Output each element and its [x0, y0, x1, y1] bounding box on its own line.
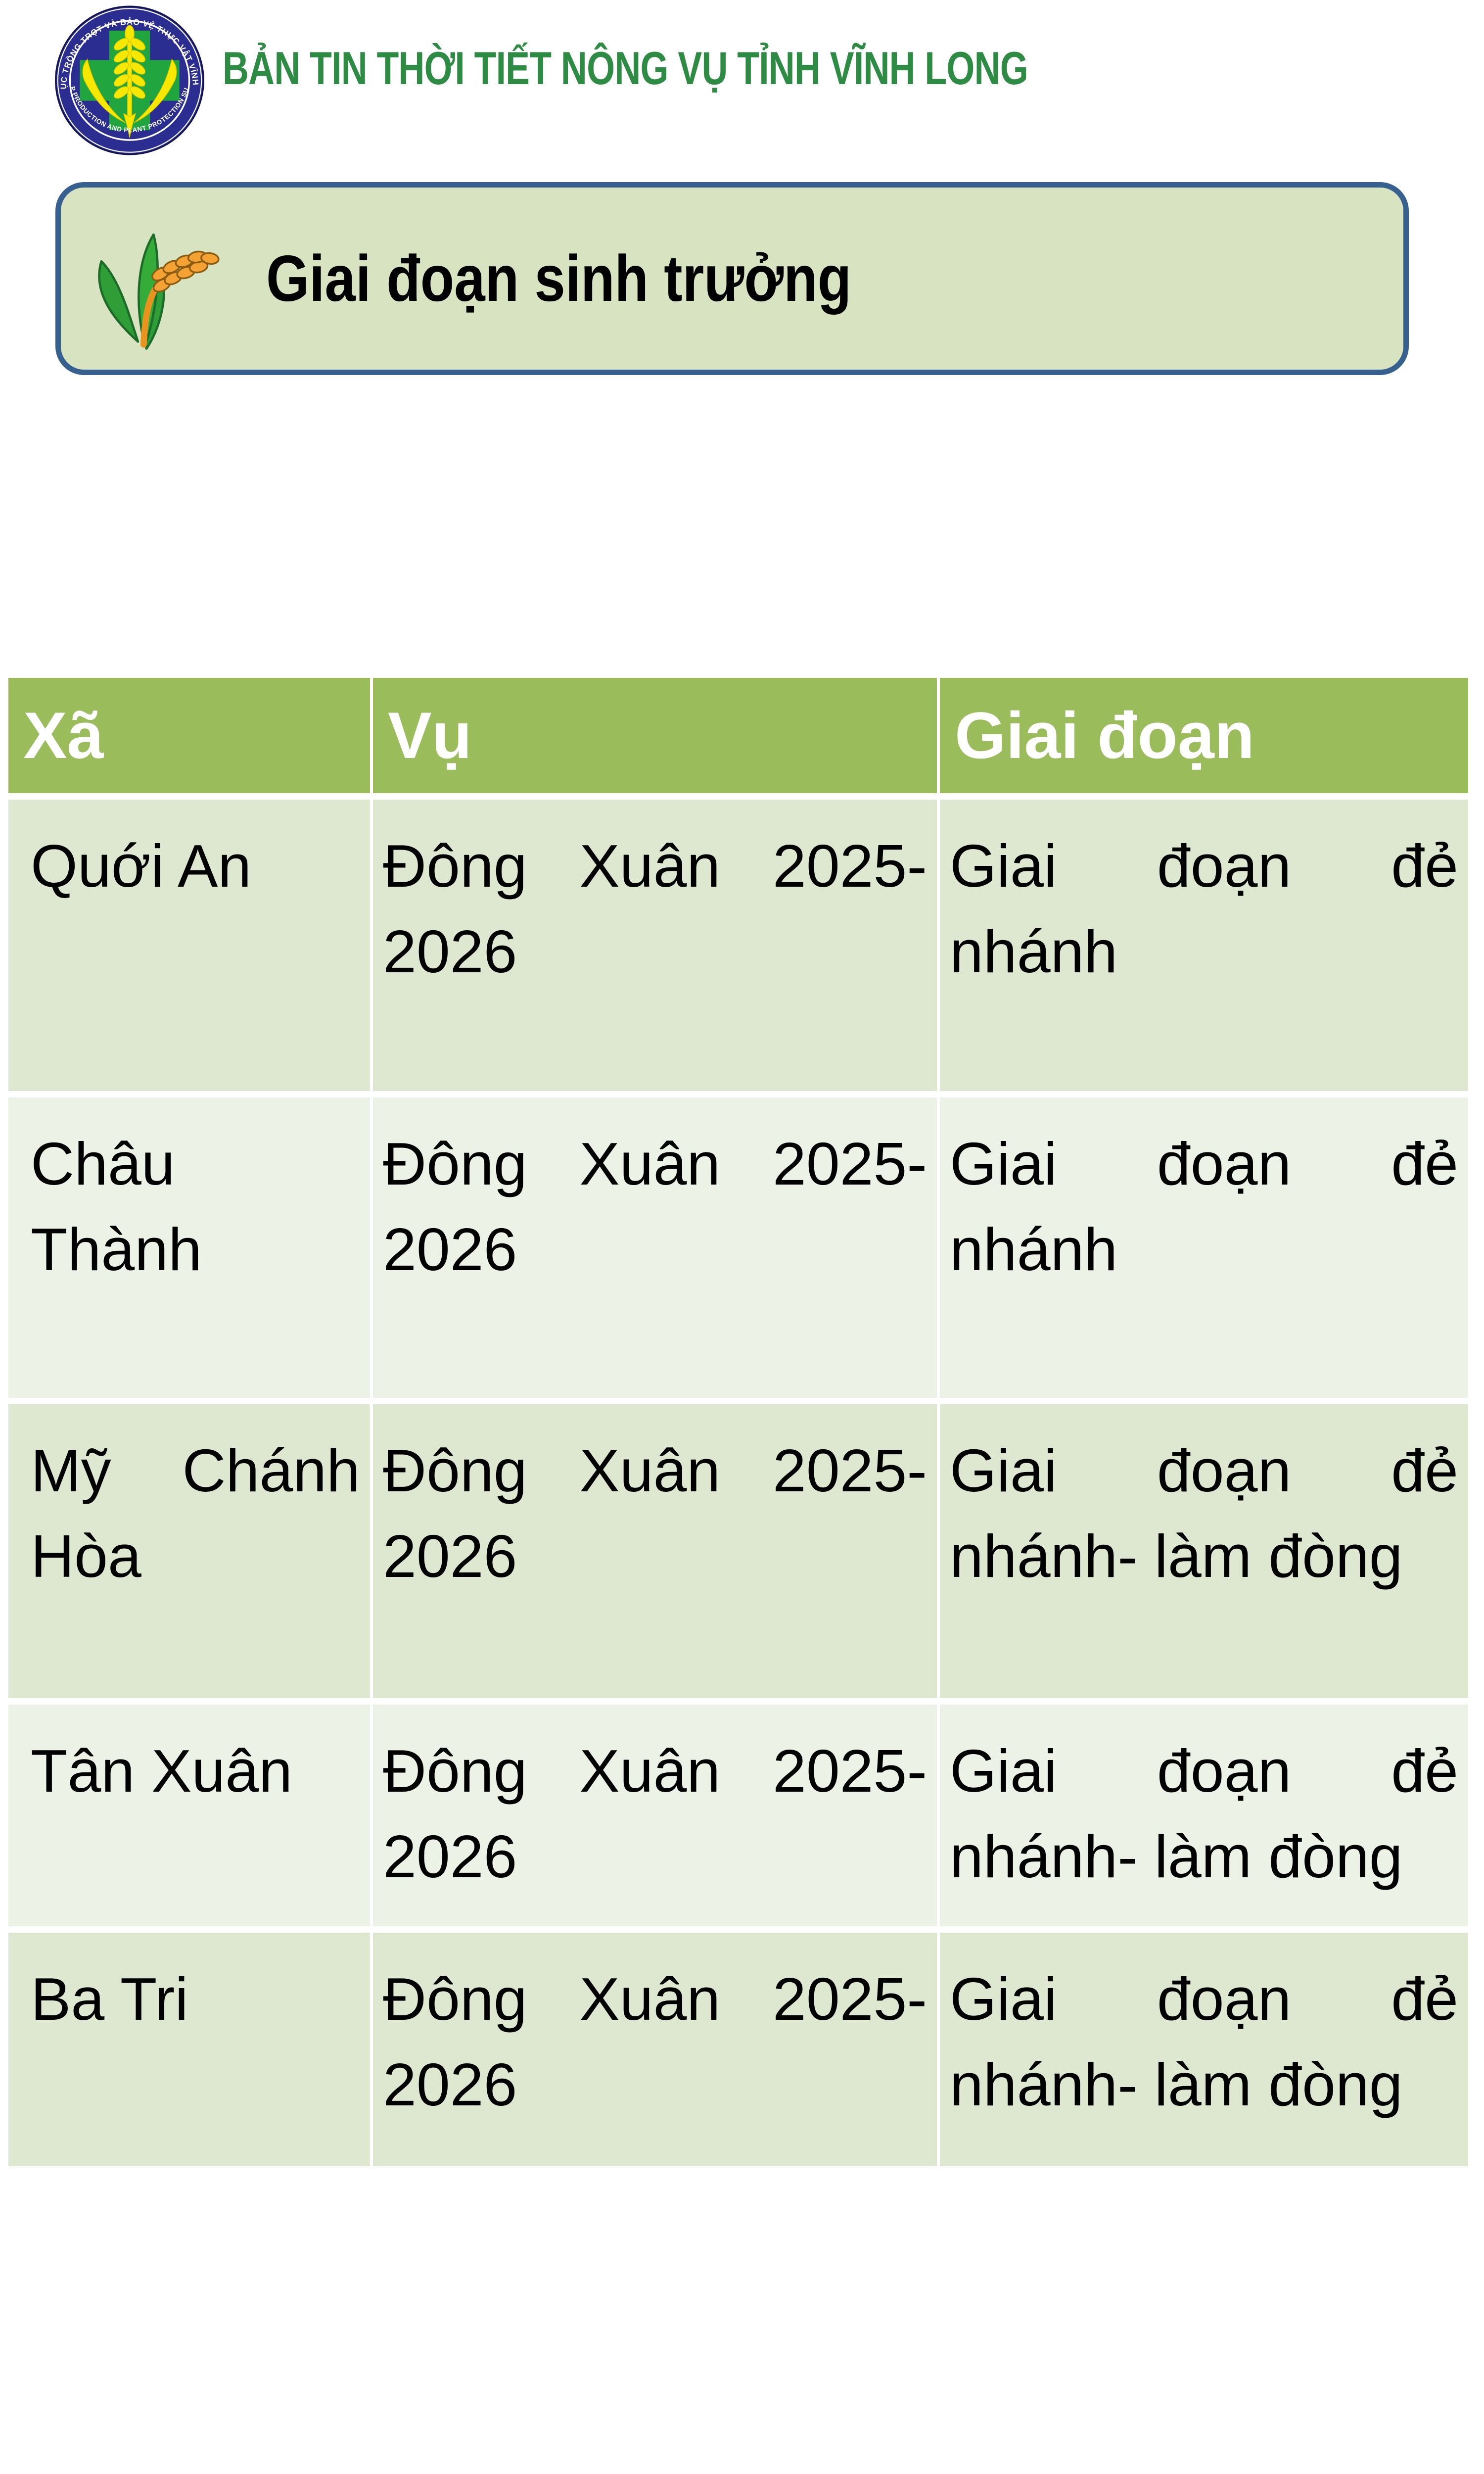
cell-commune: Châu Thành	[8, 1097, 370, 1398]
cell-commune: Mỹ Chánh Hòa	[8, 1404, 370, 1698]
section-title: Giai đoạn sinh trưởng	[266, 242, 852, 315]
bulletin-title: BẢN TIN THỜI TIẾT NÔNG VỤ TỈNH VĨNH LONG	[223, 42, 1028, 94]
section-heading-box: Giai đoạn sinh trưởng	[55, 182, 1409, 375]
cell-season: Đông Xuân 2025-2026	[373, 1705, 937, 1926]
cell-commune: Ba Tri	[8, 1933, 370, 2166]
cell-season: Đông Xuân 2025-2026	[373, 1933, 937, 2166]
column-header-commune: Xã	[8, 678, 370, 793]
cell-stage: Giai đoạn đẻ nhánh	[940, 800, 1468, 1091]
cell-season: Đông Xuân 2025-2026	[373, 1404, 937, 1698]
cell-stage: Giai đoạn đẻ nhánh	[940, 1097, 1468, 1398]
cell-stage: Giai đoạn đẻ nhánh- làm đòng	[940, 1933, 1468, 2166]
column-header-stage: Giai đoạn	[940, 678, 1468, 793]
cell-stage: Giai đoạn đẻ nhánh- làm đòng	[940, 1705, 1468, 1926]
table-header-row: Xã Vụ Giai đoạn	[8, 678, 1468, 793]
table-row: Châu Thành Đông Xuân 2025-2026 Giai đoạn…	[8, 1097, 1468, 1398]
cell-season: Đông Xuân 2025-2026	[373, 1097, 937, 1398]
table-row: Tân Xuân Đông Xuân 2025-2026 Giai đoạn đ…	[8, 1705, 1468, 1926]
logo-outer-rim	[57, 8, 202, 153]
rice-grains	[151, 250, 220, 293]
cell-commune: Tân Xuân	[8, 1705, 370, 1926]
growth-stage-table: Xã Vụ Giai đoạn Quới An Đông Xuân 2025-2…	[5, 671, 1471, 2173]
cell-season: Đông Xuân 2025-2026	[373, 800, 937, 1091]
wheat-stalk-icon	[82, 25, 177, 138]
cell-commune: Quới An	[8, 800, 370, 1091]
column-header-season: Vụ	[373, 678, 937, 793]
table-row: Ba Tri Đông Xuân 2025-2026 Giai đoạn đẻ …	[8, 1933, 1468, 2166]
table-row: Quới An Đông Xuân 2025-2026 Giai đoạn đẻ…	[8, 800, 1468, 1091]
rice-plant-icon	[98, 233, 220, 350]
org-logo: CHI CỤC TRỒNG TRỌT VÀ BẢO VỆ THỰC VẬT VĨ…	[51, 5, 204, 155]
table-row: Mỹ Chánh Hòa Đông Xuân 2025-2026 Giai đo…	[8, 1404, 1468, 1698]
cell-stage: Giai đoạn đẻ nhánh- làm đòng	[940, 1404, 1468, 1698]
logo-inner-ring	[69, 20, 190, 141]
